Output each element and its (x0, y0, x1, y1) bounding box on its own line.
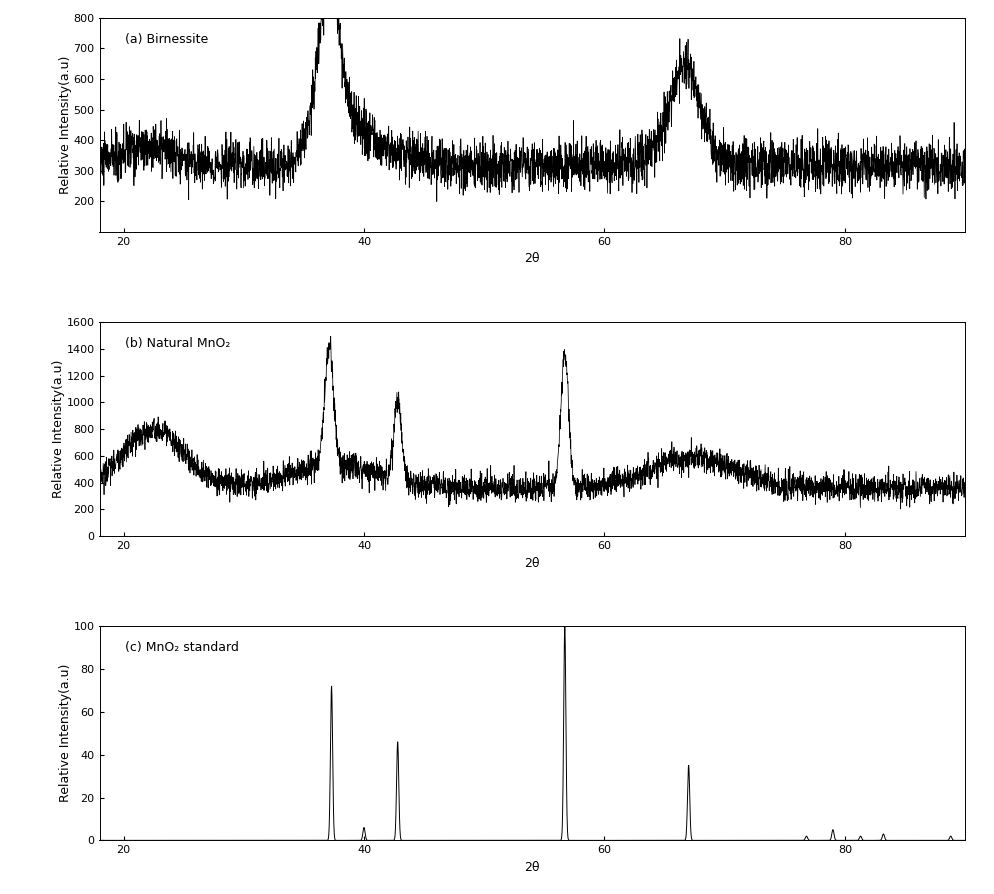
Y-axis label: Relative Intensity(a.u): Relative Intensity(a.u) (60, 664, 73, 803)
X-axis label: 2θ: 2θ (524, 252, 540, 266)
Text: (a) Birnessite: (a) Birnessite (125, 33, 209, 46)
X-axis label: 2θ: 2θ (524, 557, 540, 569)
Y-axis label: Relative Intensity(a.u): Relative Intensity(a.u) (59, 55, 72, 194)
Y-axis label: Relative Intensity(a.u): Relative Intensity(a.u) (52, 360, 65, 498)
X-axis label: 2θ: 2θ (524, 861, 540, 873)
Text: (b) Natural MnO₂: (b) Natural MnO₂ (125, 337, 231, 350)
Text: (c) MnO₂ standard: (c) MnO₂ standard (125, 641, 240, 654)
